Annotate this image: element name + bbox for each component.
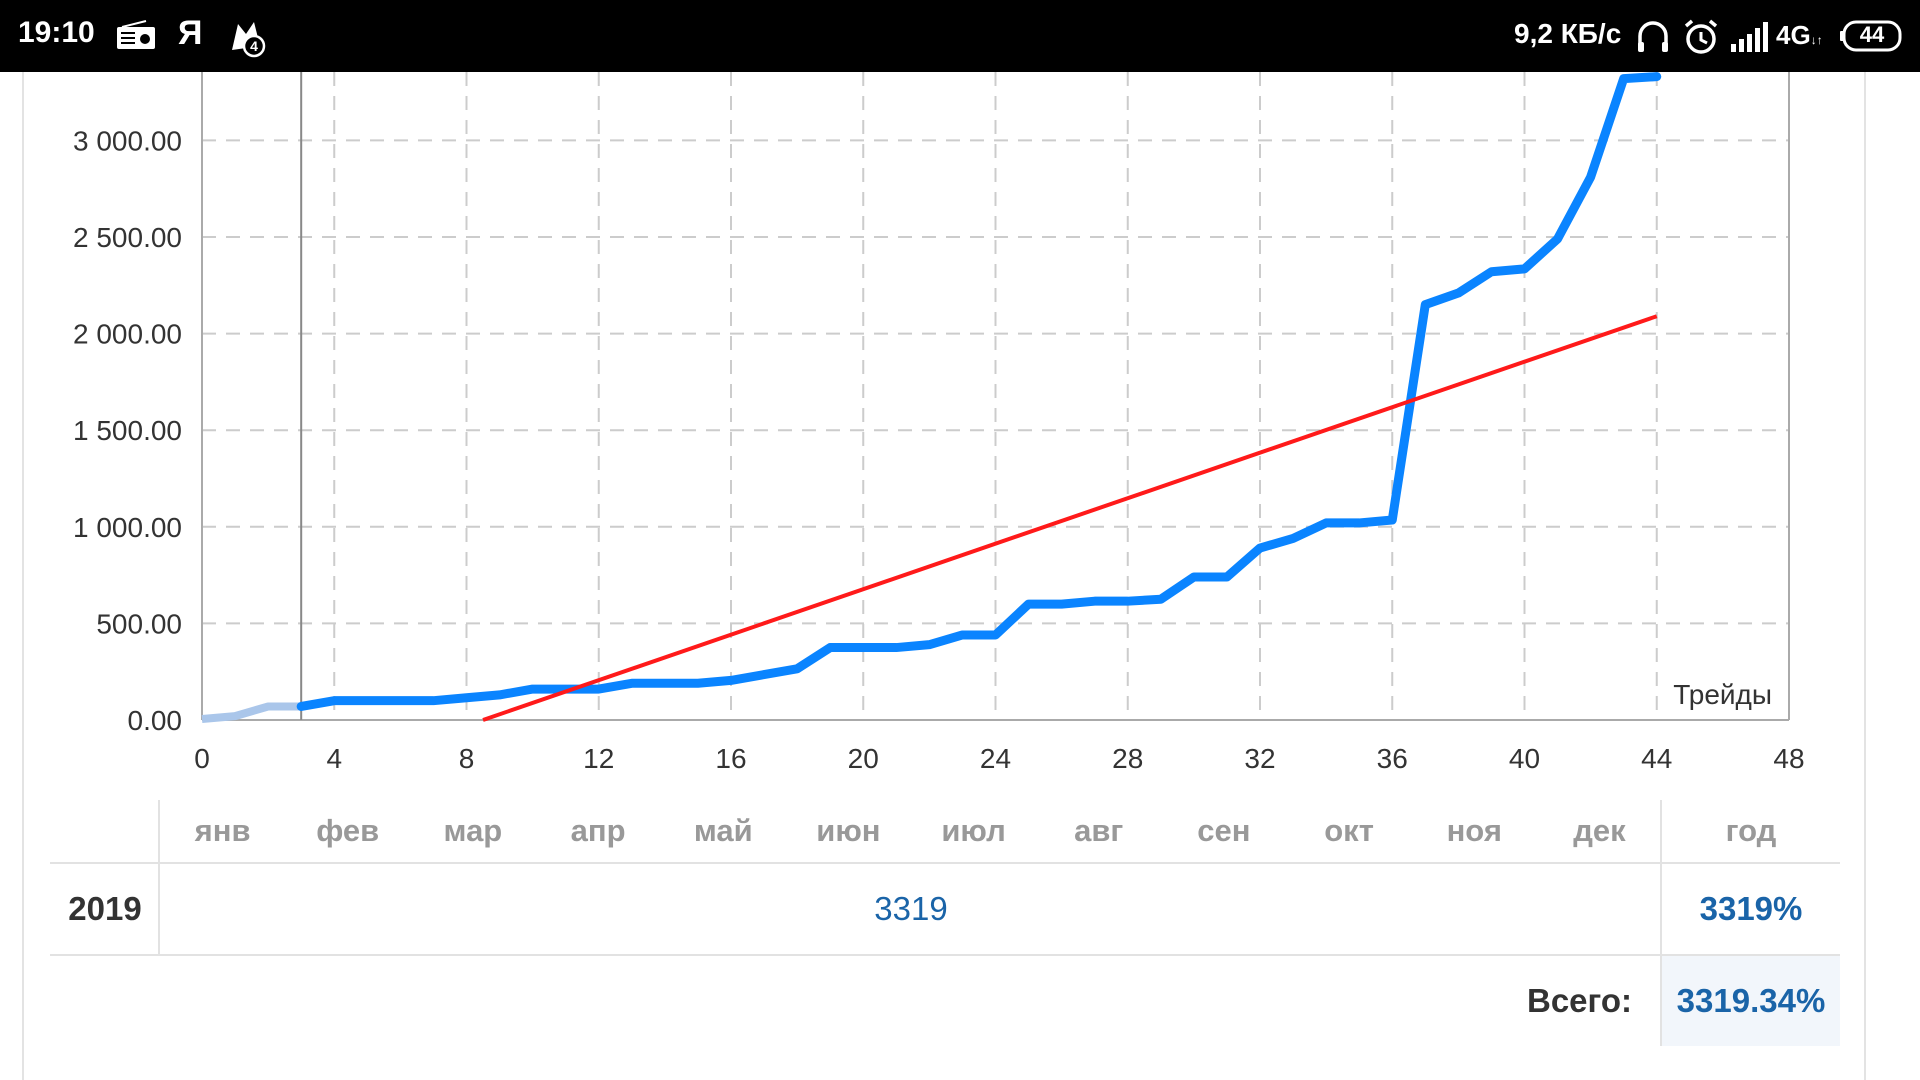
network-type-label: 4G: [1776, 20, 1811, 50]
headset-icon: [1638, 21, 1668, 52]
x-tick-label: 4: [326, 743, 342, 774]
chart-x-axis-label: Трейды: [1673, 679, 1772, 710]
network-type: 4G↓↑: [1776, 20, 1823, 51]
signal-icon: [1731, 22, 1768, 52]
trend-line: [482, 314, 1658, 722]
x-tick-label: 20: [848, 743, 879, 774]
total-label: Всего:: [1527, 982, 1632, 1019]
x-tick-label: 0: [194, 743, 210, 774]
battery-level: 44: [1859, 22, 1885, 47]
table-divider: [50, 954, 1840, 956]
equity-line: [296, 72, 1662, 711]
month-header: окт: [1324, 813, 1374, 848]
y-tick-label: 0.00: [128, 705, 183, 736]
table-divider: [1660, 800, 1662, 1046]
y-tick-label: 500.00: [96, 608, 182, 639]
svg-text:4: 4: [250, 38, 258, 54]
month-header: сен: [1197, 813, 1251, 848]
battery-icon: [1840, 20, 1902, 52]
chart-y-ticks: 0.00 500.00 1 000.00 1 500.00 2 000.00 2 500.…: [73, 125, 182, 736]
returns-table: янв фев мар апр май июн июл авг сен окт ноя дек год…: [50, 800, 1840, 1050]
x-tick-label: 36: [1377, 743, 1408, 774]
month-header: дек: [1573, 813, 1626, 848]
x-tick-label: 12: [583, 743, 614, 774]
month-header: мар: [443, 813, 503, 848]
x-tick-label: 40: [1509, 743, 1540, 774]
network-speed: 9,2 КБ/с: [1514, 18, 1622, 49]
total-return-value: 3319.34%: [1662, 956, 1840, 1046]
year-label: 2019: [68, 890, 142, 927]
chart-x-ticks: 0 4 8 12 16 20 24 28 32 36 40 44 48: [194, 743, 1804, 774]
y-tick-label: 1 000.00: [73, 512, 182, 543]
month-header: ноя: [1446, 813, 1502, 848]
month-header: фев: [316, 813, 380, 848]
x-tick-label: 32: [1244, 743, 1275, 774]
x-tick-label: 48: [1773, 743, 1804, 774]
chart-series: [201, 72, 1662, 724]
table-divider: [158, 800, 160, 954]
x-tick-label: 8: [459, 743, 475, 774]
notification-app-icon: 4: [232, 22, 266, 58]
equity-chart: 0.00 500.00 1 000.00 1 500.00 2 000.00 2 500.…: [73, 72, 1805, 774]
month-header: июн: [816, 813, 881, 848]
month-header: май: [693, 813, 753, 848]
status-bar: 19:10 Я 4 9,2 КБ/с 4G↓↑ 44: [0, 0, 1920, 72]
page-border-right: [1864, 72, 1866, 1080]
year-return-value: 3319%: [1699, 890, 1803, 927]
y-tick-label: 1 500.00: [73, 415, 182, 446]
month-header: апр: [570, 813, 626, 848]
x-tick-label: 44: [1641, 743, 1672, 774]
status-time: 19:10: [18, 16, 95, 49]
x-tick-label: 28: [1112, 743, 1143, 774]
table-divider: [50, 862, 1840, 864]
year-column-header: год: [1725, 813, 1777, 848]
radio-icon: [117, 20, 155, 49]
monthly-return-value: 3319: [874, 890, 948, 927]
page-border-left: [22, 72, 24, 1080]
month-header: авг: [1074, 813, 1124, 848]
month-header: июл: [941, 813, 1006, 848]
equity-line-history: [201, 702, 302, 724]
chart-grid: [202, 72, 1789, 720]
month-header: янв: [194, 813, 251, 848]
x-tick-label: 16: [715, 743, 746, 774]
network-arrows: ↓↑: [1810, 33, 1823, 47]
alarm-icon: [1684, 19, 1718, 54]
y-tick-label: 2 000.00: [73, 319, 182, 350]
y-tick-label: 3 000.00: [73, 125, 182, 156]
yandex-icon: Я: [178, 14, 203, 52]
x-tick-label: 24: [980, 743, 1011, 774]
y-tick-label: 2 500.00: [73, 222, 182, 253]
